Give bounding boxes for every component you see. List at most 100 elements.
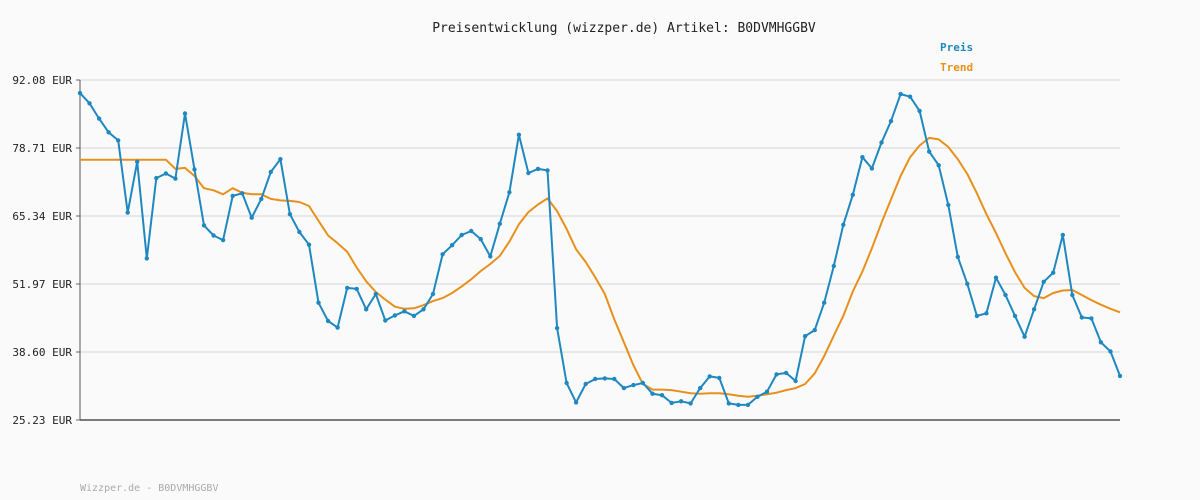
data-point	[1089, 316, 1094, 321]
y-tick-label: 65.34 EUR	[12, 210, 72, 223]
data-point	[955, 254, 960, 260]
data-point	[449, 243, 455, 248]
data-point	[993, 275, 999, 280]
data-point	[678, 399, 684, 404]
data-point	[268, 169, 273, 175]
data-point	[1031, 307, 1037, 312]
data-point	[469, 228, 474, 234]
data-point	[535, 166, 541, 172]
data-point	[192, 167, 197, 172]
data-point	[96, 116, 102, 121]
data-point	[602, 376, 607, 381]
data-point	[383, 318, 388, 323]
data-point	[297, 229, 302, 235]
data-point	[907, 94, 913, 99]
y-tick-label: 38.60 EUR	[12, 346, 72, 359]
y-tick-label: 78.71 EUR	[12, 142, 72, 155]
data-point	[936, 163, 941, 168]
data-point	[1098, 340, 1104, 345]
data-point	[306, 242, 312, 247]
data-point	[116, 138, 121, 143]
data-point	[325, 318, 331, 324]
data-point	[287, 212, 293, 217]
data-point	[707, 374, 712, 379]
data-point	[440, 252, 445, 257]
data-point	[516, 132, 522, 137]
data-point	[802, 334, 808, 339]
y-tick-label: 92.08 EUR	[12, 74, 72, 87]
data-point	[421, 307, 426, 312]
data-point	[125, 210, 130, 215]
data-point	[631, 382, 636, 388]
axes	[79, 80, 1120, 421]
data-point	[1079, 315, 1085, 320]
data-point	[1003, 292, 1008, 298]
data-point	[917, 108, 922, 114]
data-point	[1070, 292, 1075, 298]
data-point	[736, 402, 741, 408]
data-point	[230, 193, 235, 199]
data-point	[135, 159, 140, 164]
y-axis-ticks: 92.08 EUR 78.71 EUR 65.34 EUR 51.97 EUR 38.6…	[12, 74, 80, 427]
data-point	[783, 370, 789, 376]
data-point	[583, 381, 588, 387]
data-point	[144, 256, 149, 261]
data-point	[946, 202, 951, 208]
data-point	[526, 170, 531, 176]
data-point	[593, 376, 598, 382]
data-point	[965, 281, 970, 286]
data-point	[621, 385, 627, 391]
chart-title: Preisentwicklung (wizzper.de) Artikel: B…	[432, 21, 816, 36]
data-point	[373, 291, 378, 297]
data-point	[927, 149, 932, 154]
data-point	[354, 286, 359, 292]
data-point	[278, 157, 283, 162]
series-line-preis	[79, 92, 1121, 406]
data-point	[1060, 232, 1066, 238]
series-trend	[80, 136, 1121, 398]
data-point	[507, 190, 512, 195]
data-point	[774, 372, 779, 377]
data-point	[764, 389, 770, 394]
data-point	[755, 394, 760, 399]
data-point	[1012, 313, 1018, 319]
data-point	[478, 236, 483, 242]
y-tick-label: 51.97 EUR	[12, 278, 72, 291]
data-point	[850, 192, 855, 197]
data-point	[1108, 349, 1113, 354]
data-point	[841, 222, 846, 227]
data-point	[430, 291, 436, 297]
series-preis	[77, 90, 1123, 408]
data-point	[698, 385, 703, 391]
legend: Preis Trend	[940, 41, 973, 74]
data-point	[984, 311, 989, 316]
data-point	[259, 196, 264, 202]
data-point	[1117, 373, 1123, 379]
data-point	[640, 380, 646, 386]
data-point	[573, 400, 579, 405]
data-point	[564, 380, 569, 386]
y-tick-label: 25.23 EUR	[12, 414, 72, 427]
data-point	[659, 393, 665, 398]
chart-footer: Wizzper.de - B0DVMHGGBV	[80, 483, 218, 494]
data-point	[888, 118, 894, 124]
data-point	[831, 263, 836, 269]
data-point	[411, 313, 417, 319]
data-point	[793, 378, 798, 384]
series-line-trend	[80, 136, 1121, 398]
data-point	[316, 300, 321, 305]
data-point	[822, 300, 827, 305]
data-point	[612, 376, 617, 382]
data-point	[402, 309, 407, 314]
data-point	[77, 90, 83, 96]
data-point	[669, 400, 674, 406]
data-point	[745, 402, 751, 408]
data-point	[869, 166, 875, 171]
data-point	[688, 401, 693, 406]
data-point	[1022, 334, 1027, 339]
data-point	[163, 171, 169, 176]
data-point	[335, 325, 340, 330]
data-point	[240, 191, 245, 196]
data-point	[974, 313, 980, 319]
